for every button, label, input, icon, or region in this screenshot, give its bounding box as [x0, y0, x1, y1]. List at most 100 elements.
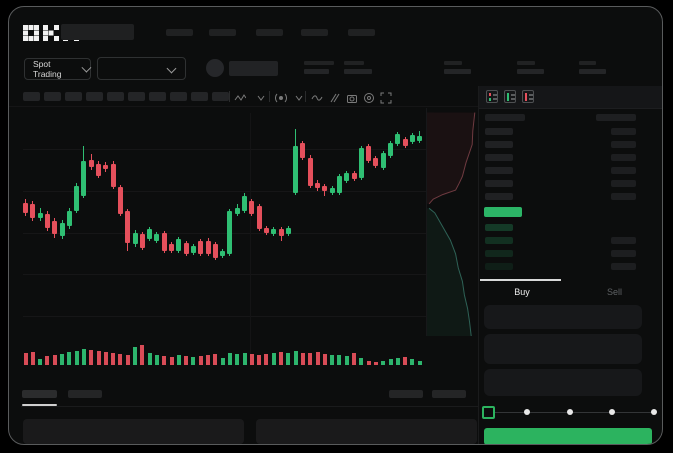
ask-row[interactable]	[479, 141, 662, 150]
chart-gridline	[23, 273, 427, 275]
pair-selector[interactable]	[97, 57, 186, 80]
book-bids-icon[interactable]	[504, 90, 516, 103]
compare-icon[interactable]	[328, 91, 341, 104]
toolbar-button-placeholder[interactable]	[128, 92, 145, 101]
bid-row[interactable]	[479, 263, 662, 272]
volume-bar	[388, 359, 393, 365]
nav-item-placeholder[interactable]	[209, 29, 236, 36]
toolbar-button-placeholder[interactable]	[65, 92, 82, 101]
line	[510, 94, 515, 96]
ask-amount-placeholder	[611, 167, 636, 174]
order-price-field[interactable]	[484, 305, 642, 329]
pair-name-placeholder	[229, 61, 278, 76]
volume-bar	[395, 358, 400, 365]
volume-bar	[373, 362, 378, 365]
volume-bar	[198, 356, 203, 365]
volume-bar	[322, 354, 327, 365]
bid-amount-placeholder	[611, 237, 636, 244]
candle-body	[329, 187, 335, 193]
volume-bar	[300, 353, 305, 365]
candlestick-chart[interactable]	[23, 116, 427, 336]
candle-body	[388, 143, 393, 157]
toolbar-button-placeholder[interactable]	[23, 92, 40, 101]
book-asks-icon[interactable]	[522, 90, 534, 103]
depth-chart[interactable]	[426, 108, 479, 337]
volume-bar	[38, 359, 43, 365]
candle-body	[293, 145, 299, 193]
chevron-down-icon[interactable]	[255, 91, 268, 104]
candle-body	[169, 244, 174, 252]
bottom-panel-block[interactable]	[23, 419, 244, 444]
amount-slider-handle[interactable]	[482, 406, 495, 419]
ask-row[interactable]	[479, 193, 662, 202]
candle-body	[154, 233, 160, 241]
bottom-action-placeholder[interactable]	[389, 390, 423, 398]
bottom-tab-placeholder[interactable]	[68, 390, 102, 398]
bid-row[interactable]	[479, 250, 662, 259]
toolbar-button-placeholder[interactable]	[44, 92, 61, 101]
ask-amount-placeholder	[611, 128, 636, 135]
submit-order-button[interactable]	[484, 428, 652, 444]
fullscreen-icon[interactable]	[380, 91, 393, 104]
candle-body	[176, 238, 182, 252]
ask-price-placeholder	[485, 154, 513, 161]
ask-row[interactable]	[479, 167, 662, 176]
candle-body	[132, 233, 138, 245]
bottom-panel-block[interactable]	[256, 419, 477, 444]
chart-type-icon[interactable]	[234, 91, 247, 104]
nav-item-placeholder[interactable]	[301, 29, 328, 36]
slider-stop-dot[interactable]	[651, 409, 657, 415]
ask-row[interactable]	[479, 180, 662, 189]
ask-row[interactable]	[479, 128, 662, 137]
candle-body	[161, 233, 167, 252]
bottom-action-placeholder[interactable]	[432, 390, 466, 398]
toolbar-button-placeholder[interactable]	[170, 92, 187, 101]
bid-row[interactable]	[479, 224, 662, 233]
bottom-tab-placeholder[interactable]	[22, 390, 57, 398]
last-price-bar[interactable]	[484, 207, 522, 217]
nav-item-placeholder[interactable]	[256, 29, 283, 36]
candle-body	[110, 163, 116, 188]
ask-price-placeholder	[485, 193, 513, 200]
nav-item-placeholder[interactable]	[166, 29, 193, 36]
bid-row[interactable]	[479, 237, 662, 246]
indicator-icon[interactable]	[275, 91, 288, 104]
market-type-selector[interactable]: Spot Trading	[24, 58, 92, 80]
volume-bar	[154, 355, 159, 365]
toolbar-button-placeholder[interactable]	[149, 92, 166, 101]
volume-bar	[133, 347, 137, 365]
book-combined-icon[interactable]	[486, 90, 498, 103]
chevron-down-icon[interactable]	[293, 91, 306, 104]
toolbar-button-placeholder[interactable]	[107, 92, 124, 101]
volume-bar	[118, 354, 123, 365]
order-amount-field[interactable]	[484, 334, 642, 364]
volume-bar	[381, 361, 386, 365]
order-total-field[interactable]	[484, 369, 642, 396]
slider-stop-dot[interactable]	[608, 409, 615, 415]
volume-bar	[140, 345, 145, 365]
tab-buy[interactable]: Buy	[479, 279, 565, 305]
volume-bar	[191, 357, 196, 365]
volume-bar	[60, 354, 64, 365]
candle-body	[23, 202, 28, 213]
tab-sell[interactable]: Sell	[565, 279, 662, 305]
orderbook-col-header-placeholder	[596, 114, 636, 121]
slider-stop-dot[interactable]	[566, 409, 573, 415]
ask-price-placeholder	[485, 180, 513, 187]
wave-icon[interactable]	[311, 91, 324, 104]
toolbar-button-placeholder[interactable]	[212, 92, 229, 101]
toolbar-button-placeholder[interactable]	[191, 92, 208, 101]
ask-row[interactable]	[479, 154, 662, 163]
nav-item-placeholder[interactable]	[348, 29, 375, 36]
line	[528, 94, 533, 96]
candle-body	[37, 213, 43, 219]
toolbar-button-placeholder[interactable]	[86, 92, 103, 101]
volume-bar	[286, 353, 291, 365]
volume-bar	[89, 350, 94, 365]
camera-icon[interactable]	[346, 91, 359, 104]
bid-price-placeholder	[485, 224, 513, 231]
bid-price-placeholder	[485, 250, 513, 257]
slider-stop-dot[interactable]	[524, 409, 531, 415]
alert-icon[interactable]	[363, 91, 376, 104]
chevron-down-icon	[81, 62, 92, 73]
